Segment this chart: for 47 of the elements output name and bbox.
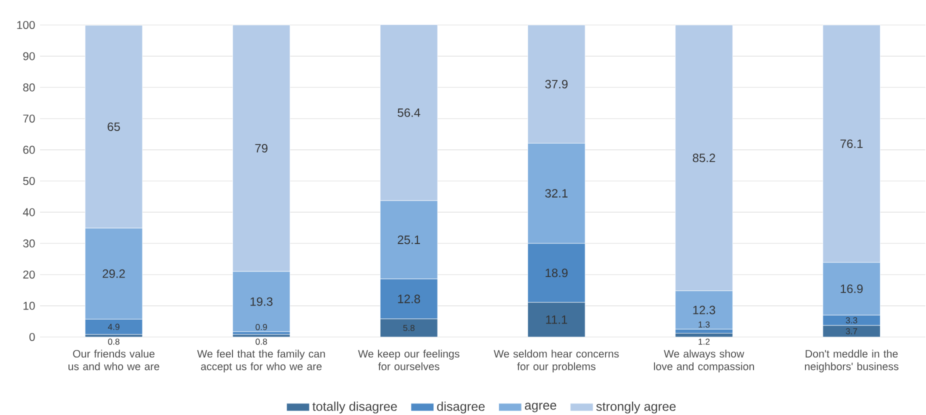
x-tick-label: We seldom hear concerns for our problems bbox=[494, 350, 619, 372]
y-tick-label: 70 bbox=[23, 114, 35, 123]
x-tick-label: Don't meddle in the neighbors' business bbox=[804, 350, 898, 372]
data-label: 12.8 bbox=[398, 294, 420, 304]
data-label: 3.7 bbox=[846, 328, 858, 334]
legend-label: disagree bbox=[437, 402, 485, 414]
bar bbox=[675, 333, 733, 338]
legend-label: agree bbox=[524, 402, 556, 412]
x-tick-label: We feel that the family can accept us for who we are bbox=[197, 350, 325, 372]
y-tick-label: 20 bbox=[23, 270, 35, 279]
y-tick-label: 100 bbox=[17, 20, 35, 30]
bar bbox=[232, 334, 290, 338]
y-tick-label: 10 bbox=[24, 302, 35, 310]
legend-label: strongly agree bbox=[596, 402, 676, 414]
data-label: 79 bbox=[255, 144, 268, 152]
data-label: 12.3 bbox=[693, 306, 716, 314]
x-tick-label: Our friends value us and who we are bbox=[68, 350, 160, 370]
data-label: 16.9 bbox=[840, 284, 863, 294]
data-label: 25.1 bbox=[398, 236, 420, 244]
y-tick-label: 80 bbox=[23, 83, 35, 92]
data-label: 3.3 bbox=[846, 317, 858, 324]
y-tick-label: 40 bbox=[22, 208, 35, 216]
data-label: 65 bbox=[108, 122, 120, 131]
data-label: 56.4 bbox=[398, 108, 420, 117]
data-label: 5.8 bbox=[403, 324, 415, 332]
data-label: 19.3 bbox=[250, 297, 272, 306]
data-label: 85.2 bbox=[692, 154, 716, 162]
data-label: 37.9 bbox=[545, 80, 568, 88]
legend-label: totally disagree bbox=[312, 402, 397, 414]
x-tick-label: We always show love and compassion bbox=[654, 350, 754, 372]
data-label: 1.2 bbox=[698, 338, 710, 345]
data-label: 0.8 bbox=[256, 338, 267, 345]
data-label: 76.1 bbox=[840, 139, 863, 148]
data-label: 4.9 bbox=[108, 324, 120, 330]
data-label: 29.2 bbox=[102, 269, 125, 278]
y-tick-label: 50 bbox=[23, 176, 35, 186]
y-tick-label: 30 bbox=[23, 239, 35, 248]
data-label: 0.8 bbox=[108, 338, 120, 345]
data-label: 18.9 bbox=[546, 268, 568, 278]
y-tick-label: 0 bbox=[29, 332, 35, 342]
y-tick-label: 90 bbox=[23, 52, 35, 60]
data-label: 1.3 bbox=[698, 321, 710, 328]
data-label: 11.1 bbox=[546, 316, 568, 324]
y-tick-label: 60 bbox=[23, 146, 35, 154]
data-label: 32.1 bbox=[545, 189, 568, 198]
x-tick-label: We keep our feelings for ourselves bbox=[358, 350, 460, 370]
data-label: 0.9 bbox=[256, 324, 267, 330]
